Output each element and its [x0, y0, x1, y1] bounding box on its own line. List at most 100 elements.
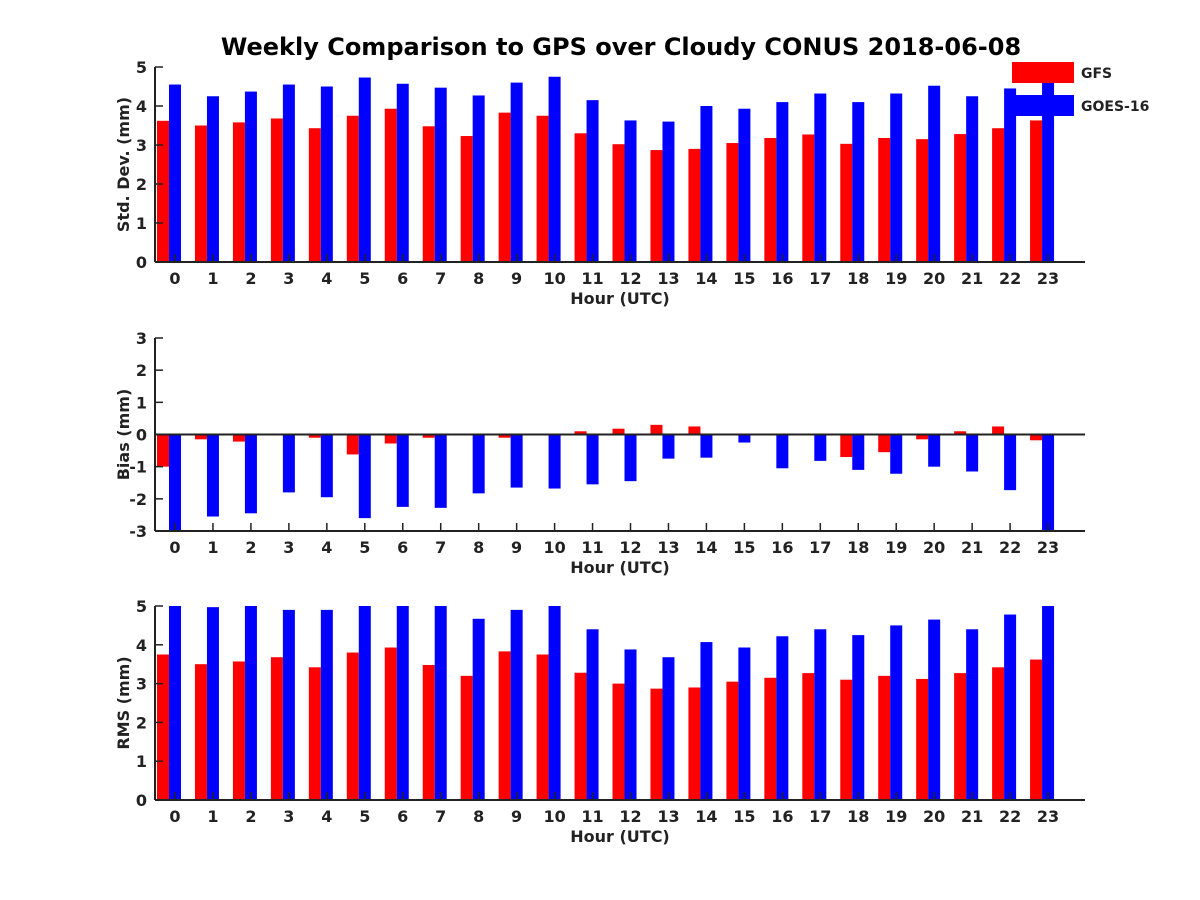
x-tick-label: 4: [321, 807, 332, 826]
bar-gfs-hour-1: [194, 125, 207, 262]
bar-gfs-hour-6: [384, 434, 397, 444]
x-tick-label: 11: [581, 538, 603, 557]
bar-gfs-hour-7: [422, 126, 435, 262]
x-tick-label: 8: [473, 807, 484, 826]
bar-gfs-hour-0: [157, 434, 169, 467]
x-axis-label: Hour (UTC): [570, 289, 670, 308]
bar-goes16-hour-2: [244, 91, 257, 262]
bar-gfs-hour-7: [422, 664, 435, 800]
bar-gfs-hour-14: [688, 148, 701, 262]
x-tick-label: 3: [283, 538, 294, 557]
x-tick-label: 20: [923, 807, 945, 826]
bar-gfs-hour-4: [308, 434, 321, 438]
bar-goes16-hour-12: [624, 434, 637, 482]
bar-gfs-hour-1: [194, 434, 207, 440]
x-axis-label: Hour (UTC): [570, 558, 670, 577]
bar-gfs-hour-10: [536, 654, 549, 800]
bar-goes16-hour-18: [852, 102, 865, 262]
legend-label-gfs: GFS: [1081, 66, 1112, 82]
y-tick-label: 5: [136, 58, 147, 77]
bar-goes16-hour-18: [852, 434, 865, 470]
legend-swatch-goes16: [1012, 95, 1074, 116]
bar-goes16-hour-19: [890, 625, 903, 800]
x-tick-label: 18: [847, 807, 869, 826]
bar-gfs-hour-4: [308, 667, 321, 800]
x-tick-label: 10: [543, 538, 565, 557]
x-tick-label: 16: [771, 807, 793, 826]
x-tick-label: 16: [771, 269, 793, 288]
bar-gfs-hour-21: [954, 134, 967, 262]
bar-goes16-hour-9: [510, 434, 523, 488]
x-tick-label: 7: [435, 269, 446, 288]
x-tick-label: 19: [885, 269, 907, 288]
bar-gfs-hour-1: [194, 664, 207, 800]
bar-gfs-hour-15: [726, 143, 739, 262]
x-tick-label: 10: [543, 807, 565, 826]
chart-legend: GFS GOES-16: [1012, 62, 1149, 116]
y-tick-label: 3: [136, 329, 147, 348]
x-tick-label: 14: [695, 538, 717, 557]
bar-goes16-hour-8: [472, 618, 485, 800]
x-tick-label: 0: [169, 807, 180, 826]
bar-gfs-hour-12: [612, 144, 625, 262]
y-tick-label: 1: [136, 393, 147, 412]
bar-gfs-hour-18: [840, 679, 853, 800]
x-tick-label: 6: [397, 538, 408, 557]
x-tick-label: 18: [847, 269, 869, 288]
bar-goes16-hour-6: [396, 434, 409, 507]
bar-goes16-hour-0: [169, 606, 181, 800]
bar-goes16-hour-2: [244, 606, 257, 800]
x-tick-label: 11: [581, 269, 603, 288]
y-tick-label: 2: [136, 175, 147, 194]
bar-goes16-hour-15: [738, 434, 751, 443]
x-tick-label: 22: [999, 269, 1021, 288]
bar-gfs-hour-8: [460, 675, 473, 800]
x-tick-label: 0: [169, 538, 180, 557]
bar-gfs-hour-21: [954, 431, 967, 435]
bar-gfs-hour-17: [802, 134, 815, 262]
bar-goes16-hour-4: [320, 86, 333, 262]
bar-gfs-hour-20: [916, 139, 929, 262]
x-tick-label: 8: [473, 538, 484, 557]
bar-gfs-hour-8: [460, 136, 473, 262]
bar-gfs-hour-16: [764, 677, 777, 800]
x-tick-label: 12: [619, 807, 641, 826]
bar-goes16-hour-20: [928, 619, 941, 800]
bar-goes16-hour-22: [1004, 434, 1017, 491]
y-tick-label: -1: [129, 458, 147, 477]
bar-goes16-hour-7: [434, 606, 447, 800]
bar-gfs-hour-23: [1030, 659, 1043, 800]
x-tick-label: 17: [809, 269, 831, 288]
bar-goes16-hour-11: [586, 629, 599, 800]
bar-goes16-hour-21: [966, 96, 979, 262]
x-tick-label: 14: [695, 269, 717, 288]
y-tick-label: 2: [136, 361, 147, 380]
bar-gfs-hour-19: [878, 137, 891, 262]
x-tick-label: 9: [511, 538, 522, 557]
y-tick-label: 1: [136, 752, 147, 771]
bar-gfs-hour-19: [878, 434, 891, 453]
bar-gfs-hour-11: [574, 672, 587, 800]
bar-goes16-hour-14: [700, 106, 713, 262]
bar-gfs-hour-6: [384, 108, 397, 262]
bar-goes16-hour-7: [434, 87, 447, 262]
bar-goes16-hour-12: [624, 120, 637, 263]
bar-gfs-hour-3: [270, 657, 283, 800]
bar-goes16-hour-10: [548, 76, 561, 262]
bar-goes16-hour-0: [169, 84, 181, 262]
bar-goes16-hour-0: [169, 434, 181, 531]
x-tick-label: 11: [581, 807, 603, 826]
bar-goes16-hour-3: [282, 609, 295, 800]
bar-gfs-hour-5: [346, 434, 359, 455]
bar-goes16-hour-15: [738, 647, 751, 800]
bar-goes16-hour-21: [966, 434, 979, 472]
bar-goes16-hour-14: [700, 642, 713, 800]
bar-goes16-hour-16: [776, 102, 789, 262]
x-tick-label: 20: [923, 538, 945, 557]
y-tick-label: 0: [136, 426, 147, 445]
y-axis-label: Bias (mm): [114, 389, 133, 481]
x-tick-label: 4: [321, 538, 332, 557]
bar-gfs-hour-19: [878, 675, 891, 800]
bar-gfs-hour-20: [916, 678, 929, 800]
bar-gfs-hour-12: [612, 683, 625, 800]
